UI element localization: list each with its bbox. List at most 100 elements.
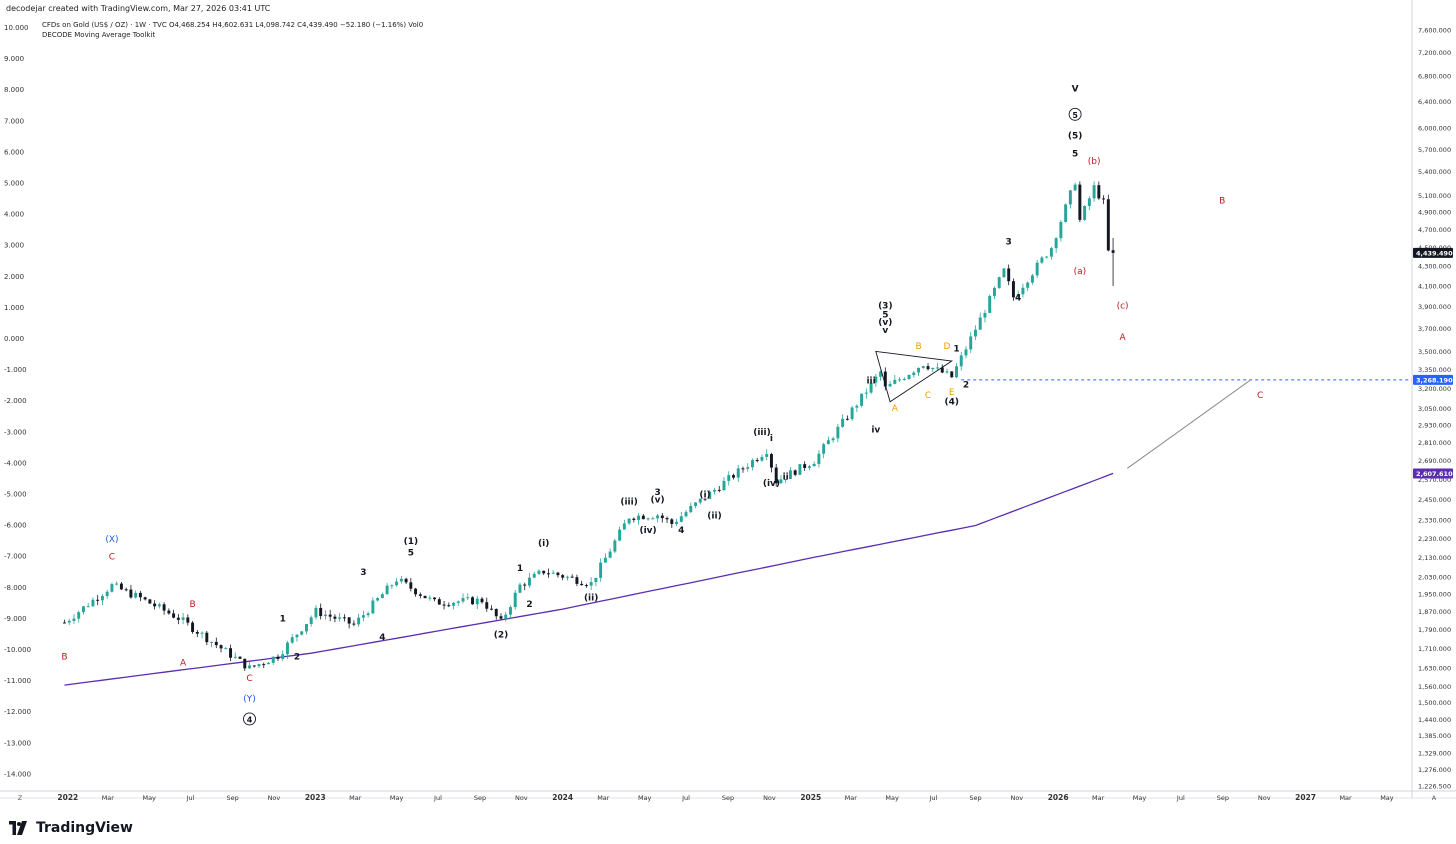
candle-up xyxy=(115,583,119,585)
candle-up xyxy=(836,426,840,439)
candle-up xyxy=(736,468,740,478)
wave-label: (ii) xyxy=(707,511,721,521)
wave-label: E xyxy=(949,388,955,398)
right-axis-tick: 2,450.000 xyxy=(1418,496,1451,504)
candle-up xyxy=(864,392,868,394)
left-axis-tick: 0.000 xyxy=(4,335,24,343)
wave-label: C xyxy=(109,552,115,562)
candle-down xyxy=(186,617,190,623)
candle-up xyxy=(798,464,802,475)
candle-up xyxy=(646,518,650,520)
candle-up xyxy=(869,382,873,393)
wave-label: iv xyxy=(871,425,880,435)
candle-down xyxy=(485,602,489,609)
candle-up xyxy=(826,440,830,445)
right-axis-tick: 3,350.000 xyxy=(1418,366,1451,374)
wave-label: (c) xyxy=(1117,302,1129,312)
right-axis-tick: 1,329.000 xyxy=(1418,749,1451,757)
wave-label: C xyxy=(246,674,252,684)
candle-up xyxy=(461,598,465,602)
brand[interactable]: TradingView xyxy=(6,820,133,836)
x-axis-tick: Mar xyxy=(597,794,610,802)
right-axis-tick: 1,276.000 xyxy=(1418,766,1451,774)
candle-down xyxy=(404,578,408,583)
candle-up xyxy=(765,454,769,457)
candle-up xyxy=(613,540,617,552)
candle-down xyxy=(774,467,778,484)
candle-up xyxy=(978,317,982,330)
wave-label: 3 xyxy=(360,568,366,578)
right-axis-tick: 5,400.000 xyxy=(1418,168,1451,176)
candle-down xyxy=(1106,199,1110,251)
x-axis-tick: Mar xyxy=(1092,794,1105,802)
wave-label: 3 xyxy=(654,488,660,498)
candle-up xyxy=(618,529,622,541)
candle-down xyxy=(238,656,242,659)
candle-up xyxy=(988,295,992,313)
wave-label: i xyxy=(770,434,773,444)
right-axis-tick: 7,200.000 xyxy=(1418,49,1451,57)
candle-up xyxy=(1016,294,1020,298)
candle-down xyxy=(172,613,176,618)
candle-down xyxy=(447,605,451,607)
candle-down xyxy=(129,589,133,598)
candle-up xyxy=(399,578,403,582)
x-axis-tick: May xyxy=(885,794,899,802)
candle-down xyxy=(423,595,427,599)
candle-down xyxy=(793,470,797,475)
candle-up xyxy=(509,607,512,615)
wave-label: (5) xyxy=(1068,132,1083,142)
candle-down xyxy=(442,604,446,606)
wave-label: v xyxy=(882,326,888,336)
candle-up xyxy=(357,617,361,625)
candle-up xyxy=(1040,257,1044,263)
wave-label: ii xyxy=(783,472,789,482)
candle-down xyxy=(414,588,418,595)
candle-up xyxy=(855,405,859,408)
wave-label: 4 xyxy=(1015,293,1021,303)
candle-up xyxy=(110,584,114,592)
right-axis-tick: 3,900.000 xyxy=(1418,303,1451,311)
credit-line: decodejar created with TradingView.com, … xyxy=(6,4,271,13)
candle-up xyxy=(286,642,289,655)
candle-up xyxy=(812,463,816,467)
right-axis-tick: 1,440.000 xyxy=(1418,716,1451,724)
candle-up xyxy=(366,613,370,616)
candle-up xyxy=(698,498,702,503)
wave-label-circle xyxy=(1068,107,1082,121)
candle-up xyxy=(888,383,892,387)
wave-label: B xyxy=(189,600,195,610)
candle-up xyxy=(1087,198,1091,206)
wave-label: B xyxy=(915,342,921,352)
x-axis-tick: Sep xyxy=(1217,794,1229,802)
wave-label: A xyxy=(892,404,899,414)
x-axis-tick: Jul xyxy=(433,794,442,802)
wave-label: (Y) xyxy=(243,694,256,704)
symbol-line[interactable]: CFDs on Gold (US$ / OZ) · 1W · TVC O4,46… xyxy=(42,21,424,29)
candle-up xyxy=(304,623,308,632)
right-axis-tick: 3,700.000 xyxy=(1418,325,1451,333)
left-axis-tick: -1.000 xyxy=(4,366,27,374)
indicator-line[interactable]: DECODE Moving Average Toolkit xyxy=(42,31,156,39)
wave-label: B xyxy=(61,652,67,662)
x-axis-tick: May xyxy=(1133,794,1147,802)
x-axis-tick: Sep xyxy=(722,794,734,802)
wave-label: C xyxy=(925,391,931,401)
candle-up xyxy=(1054,238,1058,249)
candle-up xyxy=(295,634,299,638)
candle-up xyxy=(314,607,318,618)
candle-up xyxy=(779,479,783,484)
wave-label: 5 xyxy=(408,548,414,558)
candle-up xyxy=(684,512,688,517)
candle-up xyxy=(622,523,626,530)
candle-down xyxy=(641,515,645,520)
candle-down xyxy=(1011,281,1015,298)
left-axis-tick: 5.000 xyxy=(4,180,24,188)
candle-up xyxy=(513,592,517,608)
candle-up xyxy=(907,375,911,379)
wave-label: iii xyxy=(866,376,875,386)
candle-down xyxy=(1007,268,1011,282)
candle-up xyxy=(874,376,878,383)
